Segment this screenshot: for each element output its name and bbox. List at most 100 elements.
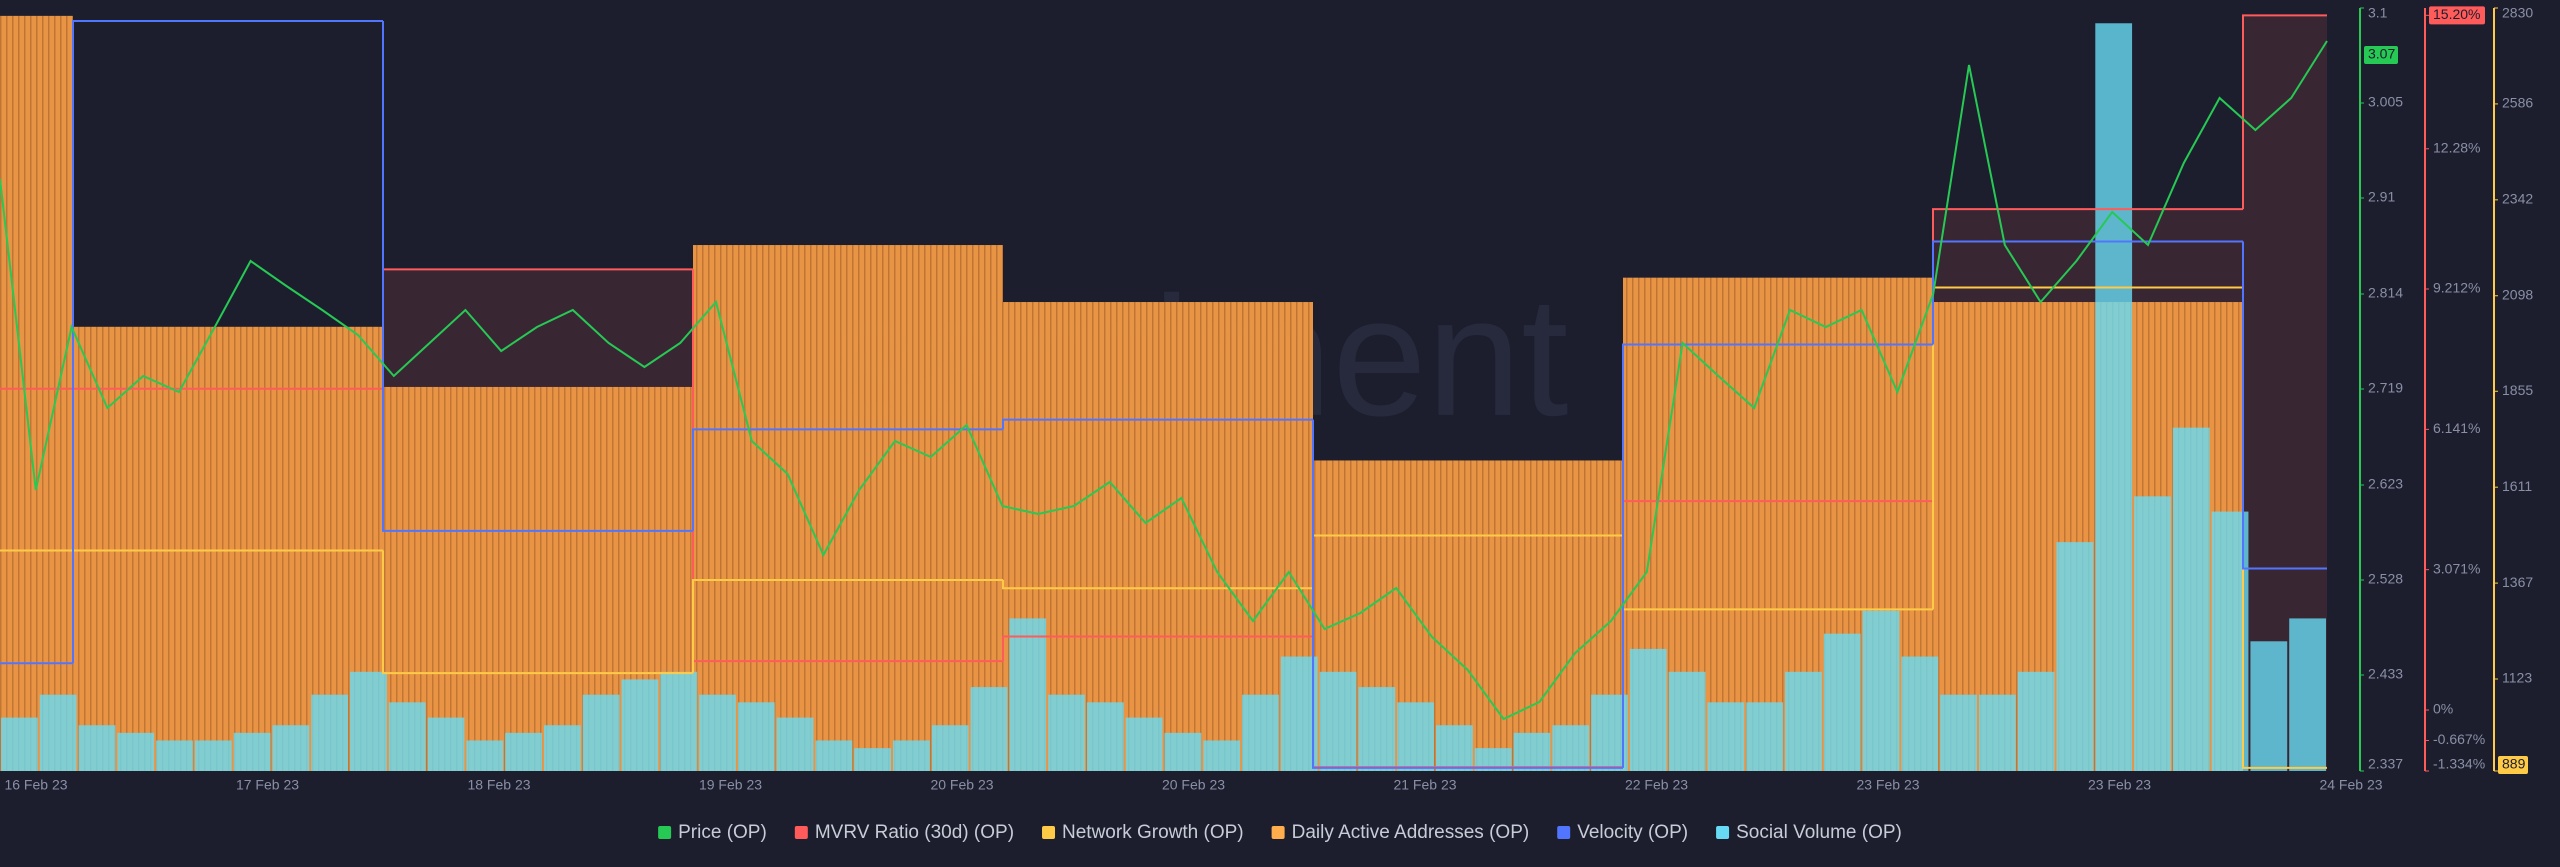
y-tick-label: 2.719	[2368, 380, 2403, 396]
price-tag	[2364, 46, 2398, 64]
social-bar	[1280, 656, 1318, 771]
social-bar	[1397, 702, 1434, 771]
legend-swatch	[1557, 826, 1571, 839]
y-tick-label: 1611	[2502, 478, 2532, 494]
value-tag	[2498, 756, 2528, 774]
social-bar	[39, 694, 77, 771]
step-line	[1002, 579, 1313, 590]
social-bar	[2172, 427, 2210, 771]
y-tick-label: 0%	[2433, 701, 2453, 717]
social-bar	[466, 740, 504, 771]
social-bar	[854, 748, 892, 771]
social-bar	[1823, 633, 1861, 771]
y-tick-label: 1123	[2502, 670, 2532, 686]
social-bar	[815, 740, 853, 771]
step-line	[382, 550, 693, 675]
y-tick-label: 3.005	[2368, 94, 2403, 110]
social-bar	[1707, 702, 1745, 771]
social-bar	[1358, 687, 1396, 771]
social-bar	[931, 725, 969, 771]
step-line	[382, 20, 693, 532]
y-tick-label: 2.814	[2368, 285, 2403, 301]
social-bar	[1552, 725, 1590, 771]
daa-bar	[693, 245, 1003, 771]
social-bar	[660, 671, 698, 771]
y-tick-label: 6.141%	[2433, 420, 2480, 436]
social-bar	[543, 725, 581, 771]
social-bar	[2017, 671, 2055, 771]
social-bar	[1203, 740, 1241, 771]
y-tick-label: -1.334%	[2433, 756, 2485, 772]
legend-label: Social Volume (OP)	[1736, 822, 1902, 843]
social-bar	[2289, 618, 2326, 771]
y-tick-label: 9.212%	[2433, 280, 2480, 296]
y-tick-label: 889	[2502, 756, 2526, 772]
legend-swatch	[658, 826, 672, 839]
social-bar	[194, 740, 232, 771]
x-tick-label: 18 Feb 23	[467, 777, 530, 793]
social-bar	[2056, 542, 2094, 771]
y-tick-label: 2.91	[2368, 189, 2395, 205]
social-bar	[776, 717, 814, 771]
social-bar	[1435, 725, 1473, 771]
current-price-label: 3.07	[2368, 46, 2395, 62]
y-tick-label: 2.433	[2368, 666, 2403, 682]
y-tick-label: 2098	[2502, 286, 2533, 302]
social-bar	[388, 702, 426, 771]
step-line	[72, 19, 383, 664]
social-bar	[1785, 671, 1822, 771]
x-tick-label: 19 Feb 23	[699, 777, 762, 793]
price-line	[0, 40, 2328, 721]
social-bar	[1629, 648, 1667, 771]
social-bar	[1668, 671, 1706, 771]
step-line	[1312, 419, 1623, 769]
daa-bar	[1003, 302, 1313, 771]
social-bar	[117, 732, 155, 771]
social-bar	[621, 679, 659, 771]
step-line	[1002, 635, 1313, 662]
y-tick-label: 2.337	[2368, 756, 2403, 772]
social-bar	[1901, 656, 1939, 771]
social-bar	[737, 702, 775, 771]
step-line	[1002, 418, 1313, 430]
social-bar	[1242, 694, 1279, 771]
x-tick-label: 21 Feb 23	[1393, 777, 1456, 793]
social-bar	[1009, 618, 1047, 771]
social-bar	[1746, 702, 1784, 771]
social-bar	[233, 732, 271, 771]
social-bar	[1, 717, 38, 771]
x-tick-label: 23 Feb 23	[1856, 777, 1919, 793]
legend-swatch	[1042, 826, 1056, 839]
legend-label: Daily Active Addresses (OP)	[1292, 822, 1530, 843]
step-line	[2242, 241, 2327, 570]
legend-label: Network Growth (OP)	[1062, 822, 1244, 843]
y-tick-label: 2.528	[2368, 571, 2403, 587]
social-bar	[1474, 748, 1512, 771]
y-tick-label: 2586	[2502, 95, 2533, 111]
social-bar	[1513, 732, 1551, 771]
social-bar	[1978, 694, 2016, 771]
social-bar	[78, 725, 116, 771]
social-bar	[505, 732, 542, 771]
social-bar	[893, 740, 930, 771]
social-bar	[699, 694, 736, 771]
x-tick-label: 20 Feb 23	[1162, 777, 1225, 793]
legend-swatch	[1716, 826, 1730, 839]
social-bar	[582, 694, 620, 771]
social-bar	[427, 717, 465, 771]
social-bar	[1319, 671, 1357, 771]
x-tick-label: 17 Feb 23	[236, 777, 299, 793]
social-bar	[311, 694, 349, 771]
y-tick-label: -0.667%	[2433, 731, 2485, 747]
social-bar	[156, 740, 193, 771]
x-tick-label: 22 Feb 23	[1625, 777, 1688, 793]
social-bar	[350, 671, 387, 771]
social-bar	[1086, 702, 1124, 771]
social-bar	[1048, 694, 1085, 771]
x-tick-label: 23 Feb 23	[2088, 777, 2151, 793]
social-bar	[1940, 694, 1977, 771]
y-tick-label: 1367	[2502, 574, 2533, 590]
step-line	[2242, 14, 2327, 210]
legend-swatch	[794, 826, 808, 839]
